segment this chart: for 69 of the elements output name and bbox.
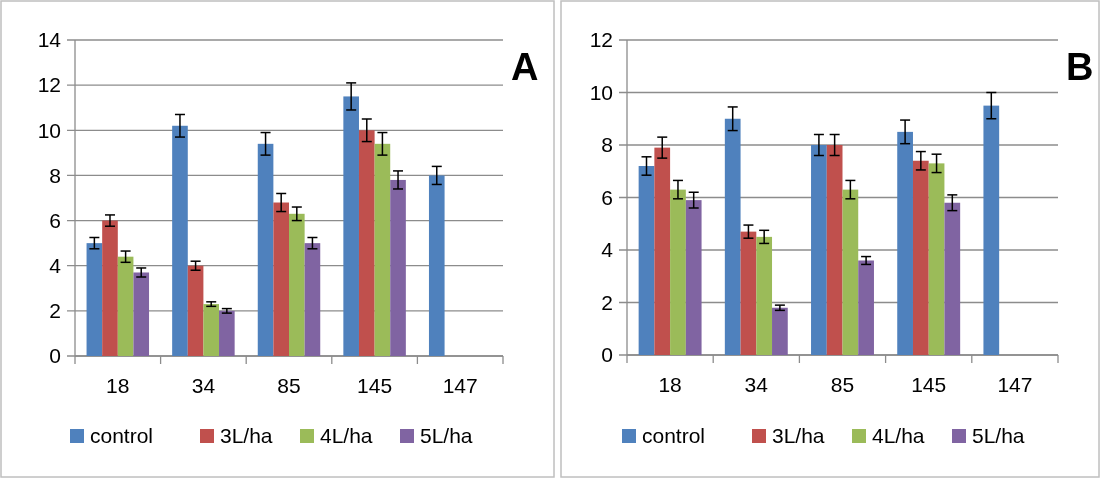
x-tick-label: 34 [191, 374, 216, 397]
x-tick-label: 18 [658, 373, 682, 396]
y-tick-label: 8 [49, 163, 61, 187]
bar [842, 189, 859, 355]
x-tick-label: 147 [997, 373, 1033, 396]
legend-label: 4L/ha [872, 424, 925, 448]
text: A [511, 46, 539, 88]
legend-label: 3L/ha [772, 424, 825, 448]
bar [654, 147, 671, 355]
legend-label: control [642, 424, 706, 448]
bar [133, 272, 150, 356]
x-tick-label: 147 [442, 374, 478, 397]
bar [203, 304, 220, 356]
legend-label: 3L/ha [220, 424, 273, 448]
x-tick-label: 18 [106, 374, 130, 397]
bar [983, 105, 1000, 355]
text: B [1066, 46, 1094, 88]
bar [257, 143, 274, 356]
bar [756, 236, 773, 355]
legend-label: 4L/ha [320, 424, 373, 448]
bar [428, 175, 445, 356]
bar [638, 166, 655, 355]
bar [811, 145, 827, 355]
bar [86, 243, 103, 356]
y-tick-label: 4 [601, 238, 614, 262]
bar [897, 131, 913, 355]
bar [343, 96, 359, 356]
x-tick-label: 34 [744, 373, 769, 396]
legend-label: 5L/ha [420, 424, 473, 448]
y-tick-label: 10 [37, 118, 61, 142]
y-tick-label: 2 [601, 290, 613, 314]
bar [172, 125, 188, 356]
bar [928, 163, 945, 355]
bar [289, 213, 305, 356]
y-tick-label: 12 [37, 73, 61, 97]
bar [740, 231, 757, 355]
bar [219, 310, 235, 356]
bar [685, 200, 702, 355]
bar [772, 307, 788, 355]
y-tick-label: 0 [49, 344, 61, 368]
bar [358, 130, 375, 356]
x-tick-label: 145 [357, 374, 393, 397]
legend-label: 5L/ha [972, 424, 1025, 448]
bar [944, 202, 961, 355]
x-tick-label: 85 [830, 373, 855, 396]
bar [304, 243, 321, 356]
y-tick-label: 10 [589, 80, 613, 104]
y-tick-label: 2 [49, 299, 61, 323]
y-tick-label: 6 [49, 208, 61, 232]
legend-label: control [90, 424, 154, 448]
y-tick-label: 6 [601, 185, 613, 209]
bar [724, 118, 741, 355]
bar [117, 256, 134, 356]
bar [102, 220, 118, 356]
bar [826, 145, 843, 355]
y-tick-label: 0 [601, 343, 613, 367]
y-tick-label: 12 [589, 28, 613, 52]
y-tick-label: 14 [37, 28, 62, 52]
y-tick-label: 8 [601, 133, 613, 157]
bar [187, 265, 204, 356]
bar [273, 202, 289, 356]
x-tick-label: 85 [277, 374, 301, 397]
bar [670, 189, 686, 355]
y-tick-label: 4 [49, 254, 62, 278]
bar [912, 160, 929, 355]
x-tick-label: 145 [911, 373, 947, 396]
bar [374, 143, 391, 356]
bar [390, 179, 406, 356]
bar [858, 260, 874, 355]
